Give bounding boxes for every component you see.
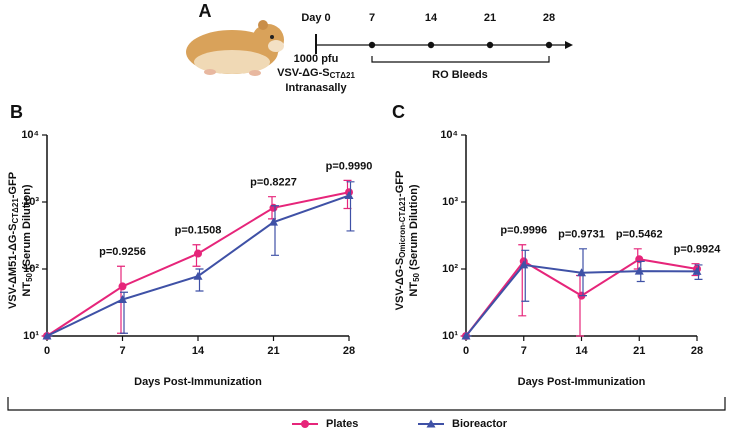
y-axis-title: VSV-ΔM51-ΔG-SCTΔ21-GFP: [7, 172, 20, 309]
timeline-dot: [368, 41, 376, 49]
y-tick-label: 10⁴: [21, 129, 39, 141]
timeline-day: 14: [425, 12, 438, 24]
data-point: [461, 331, 471, 340]
error-bar: [518, 244, 527, 317]
virus-name: VSV-ΔG-S: [277, 67, 330, 79]
p-value: p=0.9990: [326, 160, 373, 172]
data-point: [344, 191, 354, 200]
y-title-sub: 50: [412, 272, 421, 281]
y-title-part: -GFP: [7, 172, 19, 198]
p-value: p=0.9256: [99, 246, 146, 258]
bleeds-label: RO Bleeds: [432, 69, 488, 81]
legend-marker: [426, 419, 436, 428]
data-point: [269, 217, 278, 226]
legend-marker: [301, 420, 309, 428]
y-tick-label: 10³: [23, 196, 39, 208]
data-point: [118, 282, 127, 291]
x-tick-label: 21: [633, 345, 645, 357]
x-tick-label: 7: [119, 345, 125, 357]
timeline-dot: [545, 41, 553, 49]
timeline-day: 21: [484, 12, 496, 24]
data-point: [519, 260, 529, 269]
y-title-part: VSV-ΔG-S: [394, 258, 406, 311]
timeline-days: 7 14 21 28: [368, 12, 555, 49]
x-axis-title: Days Post-Immunization: [518, 376, 646, 388]
x-tick-label: 0: [44, 345, 50, 357]
x-tick-label: 14: [575, 345, 588, 357]
y-title-part: NT: [408, 282, 420, 297]
data-point: [269, 203, 278, 212]
panel-letter: A: [199, 1, 212, 21]
data-point: [692, 266, 702, 275]
y-tick-label: 10¹: [442, 330, 458, 342]
y-tick-label: 10⁴: [440, 129, 458, 141]
data-point: [193, 271, 203, 280]
error-bar: [195, 268, 204, 292]
legend-label: Bioreactor: [452, 418, 508, 430]
y-title-sub: CTΔ21: [11, 198, 20, 224]
data-point: [635, 255, 644, 264]
x-tick-label: 7: [521, 345, 527, 357]
y-title-part: (Serum Dilution): [408, 184, 420, 273]
y-title-part: -GFP: [394, 171, 406, 197]
timeline-dot: [427, 41, 435, 49]
timeline-day: 28: [543, 12, 555, 24]
data-point: [577, 268, 586, 277]
dose: 1000 pfu: [294, 53, 339, 65]
timeline-dot: [486, 41, 494, 49]
y-axis-title: VSV-ΔG-SOmicron-CTΔ21-GFP: [394, 171, 407, 311]
x-tick-label: 14: [192, 345, 205, 357]
bleeds-bracket: [371, 56, 550, 63]
virus-sub: CTΔ21: [330, 71, 356, 80]
x-tick-label: 28: [343, 345, 355, 357]
y-tick-label: 10²: [442, 263, 458, 275]
hamster-icon: [186, 20, 284, 76]
p-value: p=0.9731: [558, 229, 605, 241]
y-title-part: VSV-ΔM51-ΔG-S: [7, 224, 19, 310]
x-tick-label: 28: [691, 345, 703, 357]
y-title-part: NT: [21, 282, 33, 297]
error-bar: [521, 249, 530, 302]
y-axis-title: NT50 (Serum Dilution): [408, 184, 421, 297]
x-tick-label: 0: [463, 345, 469, 357]
legend: Plates Bioreactor: [292, 418, 508, 430]
data-point: [42, 331, 52, 340]
x-axis-title: Days Post-Immunization: [134, 376, 262, 388]
virus: VSV-ΔG-SCTΔ21: [277, 67, 355, 80]
x-tick-label: 21: [267, 345, 279, 357]
data-point: [118, 295, 127, 304]
y-tick-label: 10³: [442, 196, 458, 208]
y-tick-label: 10²: [23, 263, 39, 275]
day0-label: Day 0: [301, 12, 330, 24]
panel-letter: B: [10, 102, 23, 122]
legend-bracket: [7, 397, 726, 411]
data-point: [634, 266, 644, 275]
timeline-day: 7: [369, 12, 375, 24]
data-point: [194, 249, 202, 258]
legend-label: Plates: [326, 418, 358, 430]
y-title-sub: Omicron-CTΔ21: [398, 196, 407, 257]
y-title-sub: 50: [25, 272, 34, 281]
p-value: p=0.5462: [616, 229, 663, 241]
y-tick-label: 10¹: [23, 330, 39, 342]
p-value: p=0.9996: [500, 225, 547, 237]
error-bar: [271, 205, 279, 256]
p-value: p=0.8227: [250, 177, 297, 189]
p-value: p=0.9924: [674, 244, 722, 256]
error-bar: [346, 181, 355, 232]
y-title-part: (Serum Dilution): [21, 184, 33, 273]
timeline-arrow: [565, 41, 573, 49]
p-value: p=0.1508: [175, 225, 222, 237]
y-axis-title: NT50 (Serum Dilution): [21, 184, 34, 297]
panel-letter: C: [392, 102, 405, 122]
route: Intranasally: [285, 82, 347, 94]
